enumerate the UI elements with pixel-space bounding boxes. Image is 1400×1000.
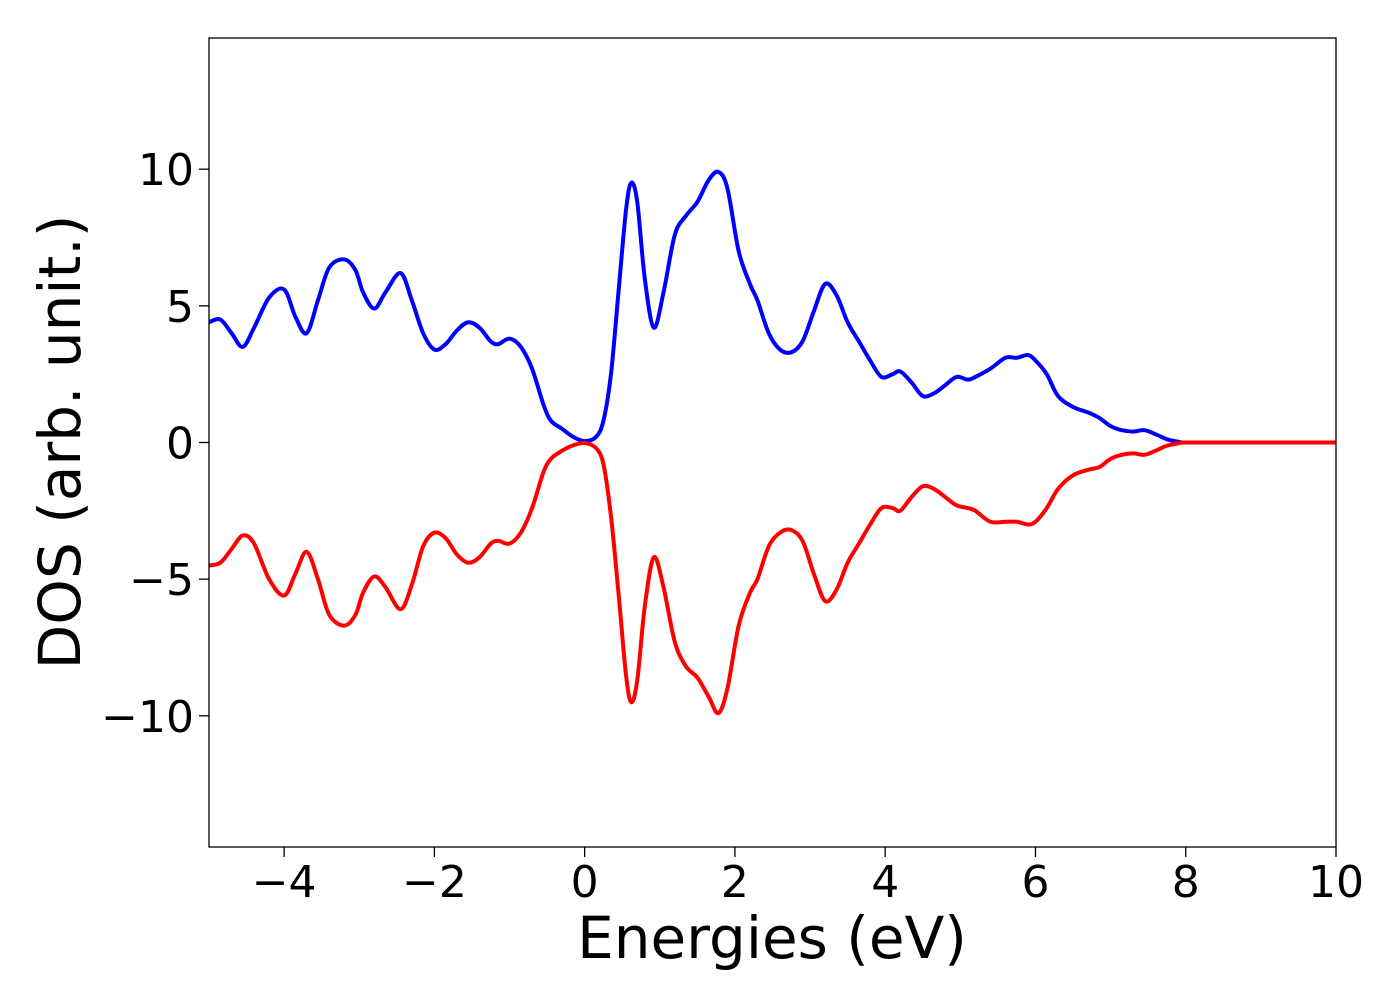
series-line-upper [208,169,1336,445]
x-tick-label: 4 [871,857,899,908]
y-tick-label: 10 [138,145,194,196]
x-tick-label: −2 [402,857,467,908]
x-tick-label: 2 [721,857,749,908]
x-tick-label: 10 [1308,857,1364,908]
x-tick-label: −4 [252,857,317,908]
x-axis-ticks: −4 −2 0 2 4 6 8 10 [252,847,1364,908]
x-axis-label: Energies (eV) [577,904,967,972]
y-tick-label: 5 [166,282,194,333]
y-axis-ticks: −10 −5 0 5 10 [101,145,209,743]
y-tick-label: −5 [129,555,194,606]
x-tick-label: 0 [571,857,599,908]
y-tick-label: 0 [166,419,194,470]
series-line-lower [208,440,1336,716]
x-tick-label: 8 [1172,857,1200,908]
series-layer [208,169,1336,716]
x-tick-label: 6 [1021,857,1049,908]
y-tick-label: −10 [101,692,194,743]
y-axis-label: DOS (arb. unit.) [26,215,94,670]
